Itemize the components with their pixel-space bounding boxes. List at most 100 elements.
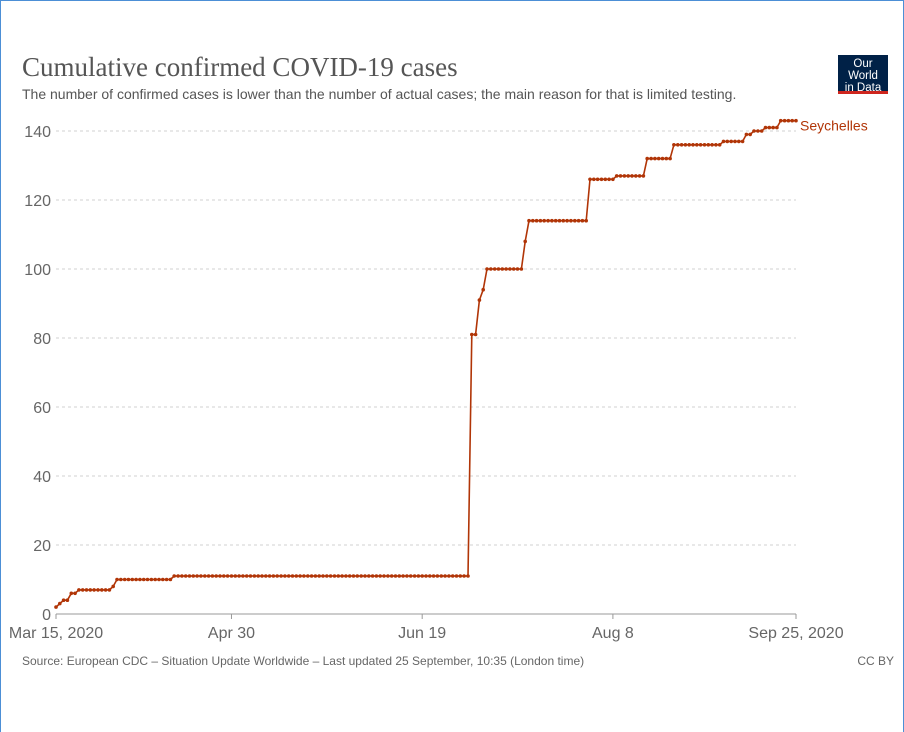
data-point <box>542 218 546 223</box>
source-note: Source: European CDC – Situation Update … <box>22 654 585 668</box>
data-point <box>355 574 360 578</box>
data-point <box>576 218 581 223</box>
data-point <box>248 574 253 578</box>
y-tick-label: 140 <box>24 124 51 141</box>
data-point <box>363 574 367 578</box>
data-point <box>107 588 112 592</box>
data-point <box>519 267 524 271</box>
data-point <box>283 574 287 578</box>
data-point <box>367 574 371 578</box>
data-point <box>569 218 573 223</box>
data-point <box>504 267 508 271</box>
data-point <box>347 574 352 578</box>
data-point <box>153 577 157 582</box>
data-point <box>599 177 604 182</box>
data-point <box>225 574 230 578</box>
data-point <box>126 577 131 582</box>
data-point <box>161 577 165 582</box>
data-point <box>267 574 272 578</box>
data-point <box>561 218 566 223</box>
data-point <box>595 177 600 182</box>
data-point <box>573 218 577 223</box>
data-point <box>336 574 341 578</box>
y-tick-label: 100 <box>24 262 51 279</box>
data-point <box>317 574 322 578</box>
data-point <box>168 577 173 582</box>
data-point <box>61 598 66 602</box>
data-point <box>641 174 646 178</box>
data-point <box>721 139 726 144</box>
series-label: Seychelles <box>800 118 868 134</box>
data-point <box>786 118 791 123</box>
data-point <box>275 574 280 578</box>
data-point <box>164 577 169 582</box>
data-point <box>313 574 318 578</box>
data-point <box>111 584 115 589</box>
data-point <box>393 574 398 578</box>
data-point <box>523 239 527 244</box>
x-tick-label: Mar 15, 2020 <box>9 625 103 642</box>
data-point <box>485 267 489 271</box>
data-point <box>412 574 417 578</box>
data-point <box>546 218 550 223</box>
data-point <box>340 574 344 578</box>
data-point <box>664 156 669 161</box>
license-link[interactable]: CC BY <box>857 654 894 668</box>
data-point <box>298 574 302 578</box>
data-point <box>778 118 783 123</box>
data-point <box>698 143 703 147</box>
data-point <box>145 577 150 582</box>
data-point <box>676 143 680 147</box>
data-point <box>183 574 188 578</box>
data-point <box>386 574 390 578</box>
data-point <box>740 139 745 144</box>
data-point <box>344 574 348 578</box>
data-point <box>252 574 257 578</box>
data-point <box>119 577 123 582</box>
data-point <box>668 156 672 161</box>
data-point <box>672 143 676 147</box>
data-point <box>218 574 222 578</box>
data-point <box>100 588 104 592</box>
y-tick-label: 40 <box>33 469 51 486</box>
data-point <box>122 577 127 582</box>
data-point <box>96 588 100 592</box>
data-point <box>771 125 775 130</box>
data-point <box>462 574 466 578</box>
data-point <box>695 143 699 147</box>
data-point <box>458 574 463 578</box>
data-point <box>187 574 192 578</box>
data-point <box>435 574 440 578</box>
owid-logo[interactable]: Our World in Data <box>838 55 888 94</box>
data-point <box>77 588 81 592</box>
data-point <box>325 574 329 578</box>
data-point <box>656 156 661 161</box>
y-tick-label: 80 <box>33 331 51 348</box>
data-point <box>260 574 264 578</box>
data-point <box>210 574 215 578</box>
data-point <box>470 332 474 337</box>
data-point <box>382 574 386 578</box>
data-point <box>206 574 211 578</box>
data-point <box>443 574 447 578</box>
data-point <box>557 218 562 223</box>
data-point <box>645 156 649 161</box>
data-point <box>157 577 161 582</box>
data-point <box>351 574 356 578</box>
data-point <box>302 574 306 578</box>
y-tick-label: 20 <box>33 538 51 555</box>
data-point <box>54 605 58 609</box>
data-point <box>176 574 180 578</box>
data-point <box>607 177 611 182</box>
data-point <box>309 574 314 578</box>
data-point <box>710 143 714 147</box>
logo-line-2: in Data <box>844 82 882 94</box>
data-point <box>401 574 405 578</box>
data-point <box>195 574 199 578</box>
data-point <box>286 574 291 578</box>
data-point <box>447 574 451 578</box>
data-point <box>69 591 74 596</box>
data-point <box>141 577 146 582</box>
data-point <box>378 574 383 578</box>
